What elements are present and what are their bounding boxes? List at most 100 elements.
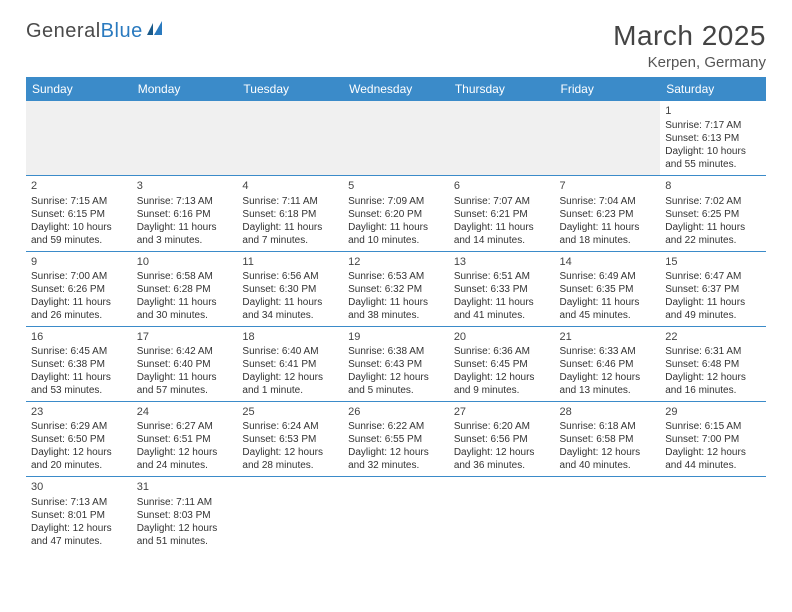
daylight-line-2: and 51 minutes. bbox=[137, 535, 233, 548]
daylight-line-1: Daylight: 12 hours bbox=[31, 446, 127, 459]
sunset-line: Sunset: 6:46 PM bbox=[560, 358, 656, 371]
sunset-line: Sunset: 6:58 PM bbox=[560, 433, 656, 446]
sunrise-line: Sunrise: 7:09 AM bbox=[348, 195, 444, 208]
sunset-line: Sunset: 6:30 PM bbox=[242, 283, 338, 296]
daylight-line-2: and 1 minute. bbox=[242, 384, 338, 397]
calendar-cell bbox=[26, 101, 132, 176]
daylight-line-2: and 9 minutes. bbox=[454, 384, 550, 397]
day-number: 3 bbox=[137, 179, 233, 193]
daylight-line-2: and 20 minutes. bbox=[31, 459, 127, 472]
calendar-cell: 28Sunrise: 6:18 AMSunset: 6:58 PMDayligh… bbox=[555, 402, 661, 477]
sunrise-line: Sunrise: 7:07 AM bbox=[454, 195, 550, 208]
day-number: 12 bbox=[348, 255, 444, 269]
sunset-line: Sunset: 6:28 PM bbox=[137, 283, 233, 296]
daylight-line-1: Daylight: 11 hours bbox=[137, 296, 233, 309]
sunset-line: Sunset: 6:56 PM bbox=[454, 433, 550, 446]
daylight-line-1: Daylight: 11 hours bbox=[560, 221, 656, 234]
day-number: 14 bbox=[560, 255, 656, 269]
day-number: 4 bbox=[242, 179, 338, 193]
sunset-line: Sunset: 6:20 PM bbox=[348, 208, 444, 221]
day-header: Wednesday bbox=[343, 77, 449, 101]
daylight-line-1: Daylight: 11 hours bbox=[348, 221, 444, 234]
sunrise-line: Sunrise: 6:42 AM bbox=[137, 345, 233, 358]
daylight-line-1: Daylight: 12 hours bbox=[348, 446, 444, 459]
daylight-line-2: and 7 minutes. bbox=[242, 234, 338, 247]
daylight-line-1: Daylight: 12 hours bbox=[242, 446, 338, 459]
calendar-cell bbox=[132, 101, 238, 176]
daylight-line-1: Daylight: 11 hours bbox=[31, 371, 127, 384]
sunrise-line: Sunrise: 6:20 AM bbox=[454, 420, 550, 433]
day-number: 1 bbox=[665, 104, 761, 118]
sunrise-line: Sunrise: 7:13 AM bbox=[31, 496, 127, 509]
calendar-cell: 8Sunrise: 7:02 AMSunset: 6:25 PMDaylight… bbox=[660, 176, 766, 251]
daylight-line-2: and 34 minutes. bbox=[242, 309, 338, 322]
logo: GeneralBlue bbox=[26, 20, 169, 43]
calendar-cell: 27Sunrise: 6:20 AMSunset: 6:56 PMDayligh… bbox=[449, 402, 555, 477]
calendar-cell: 17Sunrise: 6:42 AMSunset: 6:40 PMDayligh… bbox=[132, 326, 238, 401]
daylight-line-2: and 24 minutes. bbox=[137, 459, 233, 472]
day-header: Friday bbox=[555, 77, 661, 101]
day-number: 24 bbox=[137, 405, 233, 419]
daylight-line-1: Daylight: 11 hours bbox=[454, 221, 550, 234]
day-number: 31 bbox=[137, 480, 233, 494]
calendar-cell: 23Sunrise: 6:29 AMSunset: 6:50 PMDayligh… bbox=[26, 402, 132, 477]
daylight-line-2: and 44 minutes. bbox=[665, 459, 761, 472]
day-number: 29 bbox=[665, 405, 761, 419]
sunrise-line: Sunrise: 6:29 AM bbox=[31, 420, 127, 433]
day-number: 15 bbox=[665, 255, 761, 269]
daylight-line-1: Daylight: 12 hours bbox=[665, 371, 761, 384]
daylight-line-1: Daylight: 12 hours bbox=[348, 371, 444, 384]
daylight-line-1: Daylight: 12 hours bbox=[137, 446, 233, 459]
calendar-cell bbox=[237, 477, 343, 552]
sunrise-line: Sunrise: 6:15 AM bbox=[665, 420, 761, 433]
daylight-line-2: and 55 minutes. bbox=[665, 158, 761, 171]
sunset-line: Sunset: 6:50 PM bbox=[31, 433, 127, 446]
calendar-cell: 18Sunrise: 6:40 AMSunset: 6:41 PMDayligh… bbox=[237, 326, 343, 401]
day-number: 26 bbox=[348, 405, 444, 419]
calendar-row: 16Sunrise: 6:45 AMSunset: 6:38 PMDayligh… bbox=[26, 326, 766, 401]
sunrise-line: Sunrise: 6:22 AM bbox=[348, 420, 444, 433]
sunset-line: Sunset: 7:00 PM bbox=[665, 433, 761, 446]
sunset-line: Sunset: 6:37 PM bbox=[665, 283, 761, 296]
calendar-cell: 14Sunrise: 6:49 AMSunset: 6:35 PMDayligh… bbox=[555, 251, 661, 326]
header: GeneralBlue March 2025 Kerpen, Germany bbox=[26, 20, 766, 71]
daylight-line-2: and 28 minutes. bbox=[242, 459, 338, 472]
day-number: 27 bbox=[454, 405, 550, 419]
daylight-line-2: and 18 minutes. bbox=[560, 234, 656, 247]
calendar-cell: 29Sunrise: 6:15 AMSunset: 7:00 PMDayligh… bbox=[660, 402, 766, 477]
calendar-cell: 6Sunrise: 7:07 AMSunset: 6:21 PMDaylight… bbox=[449, 176, 555, 251]
day-number: 20 bbox=[454, 330, 550, 344]
daylight-line-2: and 32 minutes. bbox=[348, 459, 444, 472]
sunrise-line: Sunrise: 7:04 AM bbox=[560, 195, 656, 208]
day-number: 23 bbox=[31, 405, 127, 419]
day-number: 7 bbox=[560, 179, 656, 193]
calendar-cell bbox=[449, 477, 555, 552]
calendar-row: 23Sunrise: 6:29 AMSunset: 6:50 PMDayligh… bbox=[26, 402, 766, 477]
sunset-line: Sunset: 6:38 PM bbox=[31, 358, 127, 371]
daylight-line-1: Daylight: 10 hours bbox=[665, 145, 761, 158]
daylight-line-2: and 30 minutes. bbox=[137, 309, 233, 322]
sunrise-line: Sunrise: 7:00 AM bbox=[31, 270, 127, 283]
day-number: 9 bbox=[31, 255, 127, 269]
daylight-line-2: and 3 minutes. bbox=[137, 234, 233, 247]
day-number: 6 bbox=[454, 179, 550, 193]
daylight-line-1: Daylight: 11 hours bbox=[348, 296, 444, 309]
day-header: Tuesday bbox=[237, 77, 343, 101]
daylight-line-1: Daylight: 12 hours bbox=[242, 371, 338, 384]
daylight-line-1: Daylight: 12 hours bbox=[560, 446, 656, 459]
day-number: 16 bbox=[31, 330, 127, 344]
daylight-line-1: Daylight: 12 hours bbox=[31, 522, 127, 535]
sunset-line: Sunset: 6:41 PM bbox=[242, 358, 338, 371]
sunset-line: Sunset: 6:16 PM bbox=[137, 208, 233, 221]
day-number: 19 bbox=[348, 330, 444, 344]
daylight-line-2: and 57 minutes. bbox=[137, 384, 233, 397]
logo-text-general: General bbox=[26, 20, 101, 43]
calendar-cell: 5Sunrise: 7:09 AMSunset: 6:20 PMDaylight… bbox=[343, 176, 449, 251]
sunrise-line: Sunrise: 6:53 AM bbox=[348, 270, 444, 283]
calendar-cell bbox=[660, 477, 766, 552]
calendar-cell: 9Sunrise: 7:00 AMSunset: 6:26 PMDaylight… bbox=[26, 251, 132, 326]
logo-text-blue: Blue bbox=[101, 20, 143, 43]
sunrise-line: Sunrise: 6:47 AM bbox=[665, 270, 761, 283]
sunset-line: Sunset: 8:03 PM bbox=[137, 509, 233, 522]
month-title: March 2025 bbox=[613, 20, 766, 52]
